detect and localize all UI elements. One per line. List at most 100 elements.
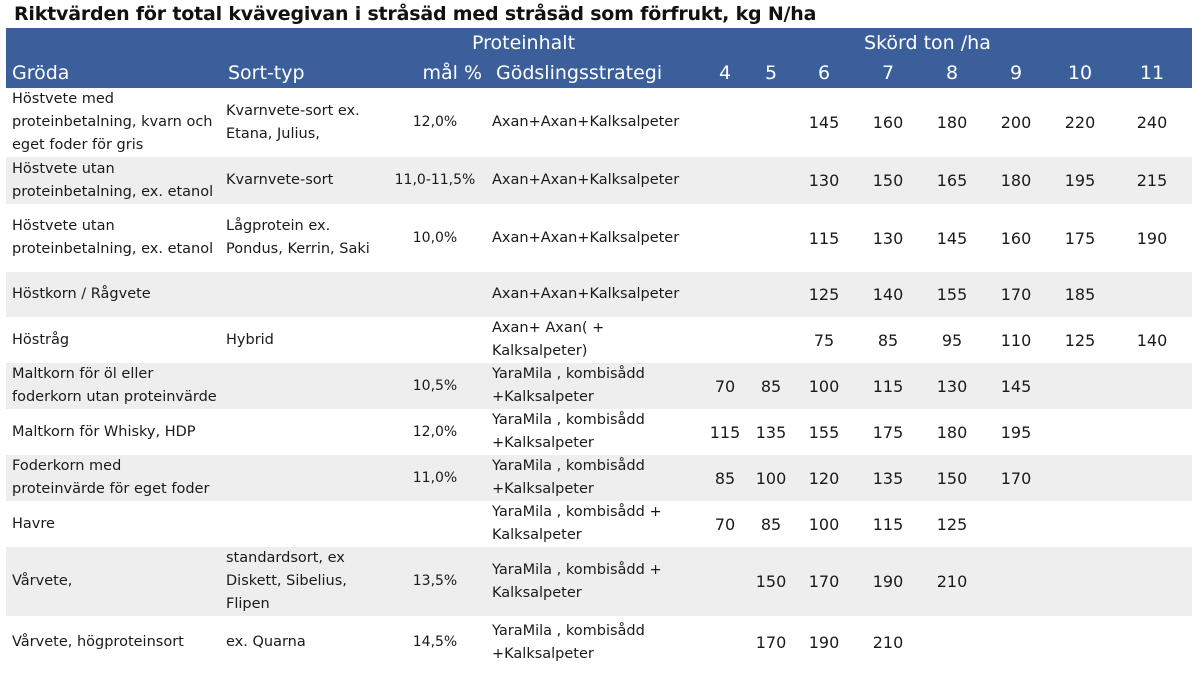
value-cell-9: 180 [1000,171,1032,190]
value-cell-6: 115 [808,228,840,248]
value-cell-11 [1112,547,1192,616]
value-cell-8: 130 [936,376,968,396]
yield-header-11: 11 [1139,61,1165,84]
variety-cell [222,455,382,501]
crop-cell: Maltkorn för Whisky, HDP [12,423,196,440]
variety-cell: Kvarnvete-sort [226,172,334,188]
value-cell-8: 165 [936,171,968,190]
value-cell-10: 175 [1064,228,1096,248]
value-cell-7: 190 [872,572,904,591]
strategy-cell: YaraMila , kombisådd + Kalksalpeter [492,561,662,601]
value-cell-8 [920,616,984,669]
strategy-cell: Axan+Axan+Kalksalpeter [492,286,680,302]
value-cell-7: 135 [872,468,904,488]
value-cell-8: 210 [936,572,968,591]
table-body: Höstvete med proteinbetalning, kvarn och… [6,88,1192,669]
value-cell-6: 130 [808,171,840,190]
value-cell-4 [700,88,750,157]
protein-cell: 14,5% [412,634,458,650]
value-cell-10: 125 [1064,330,1096,350]
value-cell-7: 115 [872,376,904,396]
value-cell-9: 170 [1000,468,1032,488]
value-cell-10 [1048,616,1112,669]
value-cell-4: 85 [714,468,736,488]
crop-cell: Höstvete utan proteinbetalning, ex. etan… [12,160,214,200]
strategy-cell: Axan+Axan+Kalksalpeter [492,229,680,246]
table-row: Höstkorn / Rågvete Axan+Axan+Kalksalpeter… [6,272,1192,317]
crop-cell: Höstråg [12,331,70,348]
crop-cell: Vårvete, [12,573,73,589]
variety-cell: Hybrid [226,331,274,348]
strategy-cell: YaraMila , kombisådd +Kalksalpeter [492,412,645,451]
strategy-cell: YaraMila , kombisådd +Kalksalpeter [492,622,645,662]
value-cell-7: 175 [872,422,904,442]
yield-header-8: 8 [945,61,959,84]
value-cell-4 [700,272,750,317]
value-cell-11: 190 [1136,228,1168,248]
protein-cell: 12,0% [412,423,458,440]
value-cell-9: 200 [1000,113,1032,132]
variety-cell: Kvarnvete-sort ex. Etana, Julius, [226,102,360,142]
value-cell-7: 150 [872,171,904,190]
table-row: Vårvete, standardsort, ex Diskett, Sibeli… [6,547,1192,616]
value-cell-7: 115 [872,514,904,534]
value-cell-11: 140 [1136,330,1168,350]
strategy-cell: YaraMila , kombisådd +Kalksalpeter [492,366,645,405]
value-cell-5: 150 [755,572,787,591]
value-cell-5: 85 [760,514,782,534]
table-row: Höstvete utan proteinbetalning, ex. etan… [6,204,1192,272]
variety-cell: Lågprotein ex. Pondus, Kerrin, Saki [226,218,370,257]
value-cell-9: 160 [1000,228,1032,248]
table-row: Maltkorn för öl eller foderkorn utan pro… [6,363,1192,409]
strategy-cell: Axan+Axan+Kalksalpeter [492,114,680,130]
value-cell-10 [1048,455,1112,501]
value-cell-7: 85 [877,330,899,350]
value-cell-9: 170 [1000,285,1032,304]
crop-cell: Foderkorn med proteinvärde för eget fode… [12,458,210,497]
value-cell-5 [750,272,792,317]
value-cell-6: 155 [808,422,840,442]
value-cell-6: 170 [808,572,840,591]
value-cell-8: 95 [941,330,963,350]
table-row: Havre YaraMila , kombisådd + Kalksalpeter… [6,501,1192,547]
protein-cell [382,501,488,547]
value-cell-5 [750,317,792,363]
crop-cell: Höstkorn / Rågvete [12,286,151,302]
value-cell-9 [984,501,1048,547]
value-cell-4 [700,616,750,669]
value-cell-4 [700,547,750,616]
variety-cell [222,409,382,455]
protein-cell: 11,0% [412,469,458,486]
value-cell-6: 100 [808,376,840,396]
yield-header-4: 4 [718,61,732,84]
value-cell-6: 75 [813,330,835,350]
nitrogen-table: Proteinhalt Skörd ton /ha Gröda Sort-typ… [6,28,1192,669]
value-cell-10: 195 [1064,171,1096,190]
value-cell-6: 125 [808,285,840,304]
value-cell-4 [700,204,750,272]
strategy-cell: YaraMila , kombisådd +Kalksalpeter [492,458,645,497]
header-row-bottom: Gröda Sort-typ mål % Gödslingsstrategi 4… [6,57,1192,88]
strategy-cell: Axan+Axan+Kalksalpeter [492,172,680,188]
value-cell-5 [750,88,792,157]
table-row: Höstvete utan proteinbetalning, ex. etan… [6,157,1192,204]
yield-header-9: 9 [1009,61,1023,84]
value-cell-4: 70 [714,514,736,534]
variety-header: Sort-typ [228,61,305,84]
table-row: Vårvete, högproteinsort ex. Quarna 14,5% Ya… [6,616,1192,669]
value-cell-6: 120 [808,468,840,488]
value-cell-9: 110 [1000,330,1032,350]
protein-cell: 12,0% [412,114,458,130]
value-cell-6: 145 [808,113,840,132]
protein-unit-header: mål % [422,61,482,84]
crop-cell: Vårvete, högproteinsort [12,634,184,650]
table-row: Maltkorn för Whisky, HDP 12,0% YaraMila , … [6,409,1192,455]
header-row-top: Proteinhalt Skörd ton /ha [6,28,1192,57]
protein-header: Proteinhalt [472,31,576,54]
value-cell-10: 220 [1064,113,1096,132]
value-cell-8: 145 [936,228,968,248]
yield-header: Skörd ton /ha [864,31,991,54]
value-cell-8: 150 [936,468,968,488]
crop-header: Gröda [12,61,70,84]
value-cell-8: 180 [936,422,968,442]
